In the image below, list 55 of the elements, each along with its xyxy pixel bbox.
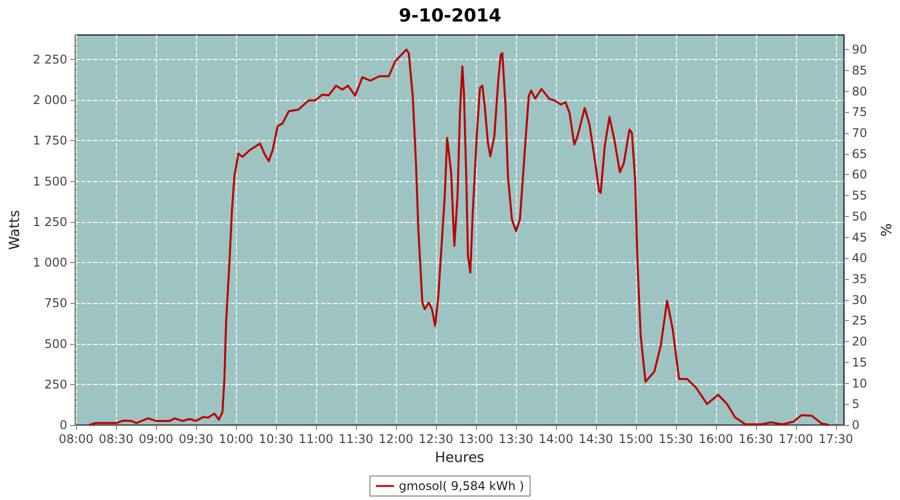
y2-tick-label: 70: [852, 126, 868, 140]
y2-tick-label: 5: [852, 397, 860, 412]
y2-tick-label: 90: [852, 42, 868, 57]
y2-tick-label: 80: [852, 84, 868, 98]
x-tick-label: 13:30: [498, 432, 534, 446]
y2-tick-label: 75: [852, 105, 868, 120]
y-tick-label: 750: [44, 296, 68, 310]
y2-tick-label: 50: [852, 209, 868, 224]
x-tick-label: 11:00: [298, 432, 334, 446]
x-tick-label: 08:00: [58, 432, 94, 446]
x-tick-label: 10:00: [218, 432, 254, 446]
y-tick-label: 2 250: [32, 52, 68, 66]
x-tick-label: 14:30: [578, 432, 614, 446]
y2-tick-label: 10: [852, 376, 868, 390]
x-tick-label: 17:30: [818, 432, 854, 446]
legend-label: gmosol( 9,584 kWh ): [398, 479, 524, 493]
x-tick-label: 15:00: [618, 432, 654, 446]
y-tick-label: 250: [44, 377, 68, 392]
y2-tick-label: 45: [852, 230, 868, 244]
y2-tick-label: 65: [852, 146, 868, 161]
y2-tick-label: 15: [852, 355, 868, 370]
chart-title: 9-10-2014: [398, 6, 502, 26]
x-tick-label: 11:30: [338, 432, 374, 446]
x-tick-label: 17:00: [778, 432, 814, 446]
x-tick-label: 10:30: [258, 432, 294, 446]
y-tick-label: 1 500: [32, 174, 68, 188]
x-tick-label: 08:30: [98, 432, 134, 446]
y-tick-label: 1 000: [32, 256, 68, 270]
y2-tick-label: 0: [852, 418, 860, 432]
y2-tick-label: 35: [852, 272, 868, 286]
x-axis-title: Heures: [434, 450, 484, 466]
y2-tick-label: 30: [852, 292, 868, 307]
y2-tick-label: 60: [852, 168, 868, 182]
y2-tick-label: 20: [852, 334, 868, 349]
y2-tick-label: 85: [852, 63, 868, 78]
y-tick-label: 1 750: [32, 134, 68, 148]
x-tick-label: 13:00: [458, 432, 494, 446]
y-tick-label: 1 250: [32, 214, 68, 229]
y-tick-label: 2 000: [32, 93, 68, 107]
y2-tick-label: 40: [852, 251, 868, 266]
y2-tick-label: 55: [852, 188, 868, 203]
y-tick-label: 0: [60, 418, 68, 432]
x-tick-label: 09:00: [138, 432, 174, 446]
x-tick-label: 14:00: [538, 432, 574, 446]
line-series: [88, 48, 830, 426]
x-tick-label: 09:30: [178, 432, 214, 446]
x-tick-label: 12:00: [378, 432, 414, 446]
x-tick-label: 16:30: [738, 432, 774, 446]
y2-tick-label: 25: [852, 314, 868, 328]
y-axis-title: Watts: [7, 210, 23, 250]
x-tick-label: 15:30: [658, 432, 694, 446]
y2-axis-title: %: [877, 223, 893, 237]
y-tick-label: 500: [44, 336, 68, 351]
x-tick-label: 12:30: [418, 432, 454, 446]
x-tick-label: 16:00: [698, 432, 734, 446]
